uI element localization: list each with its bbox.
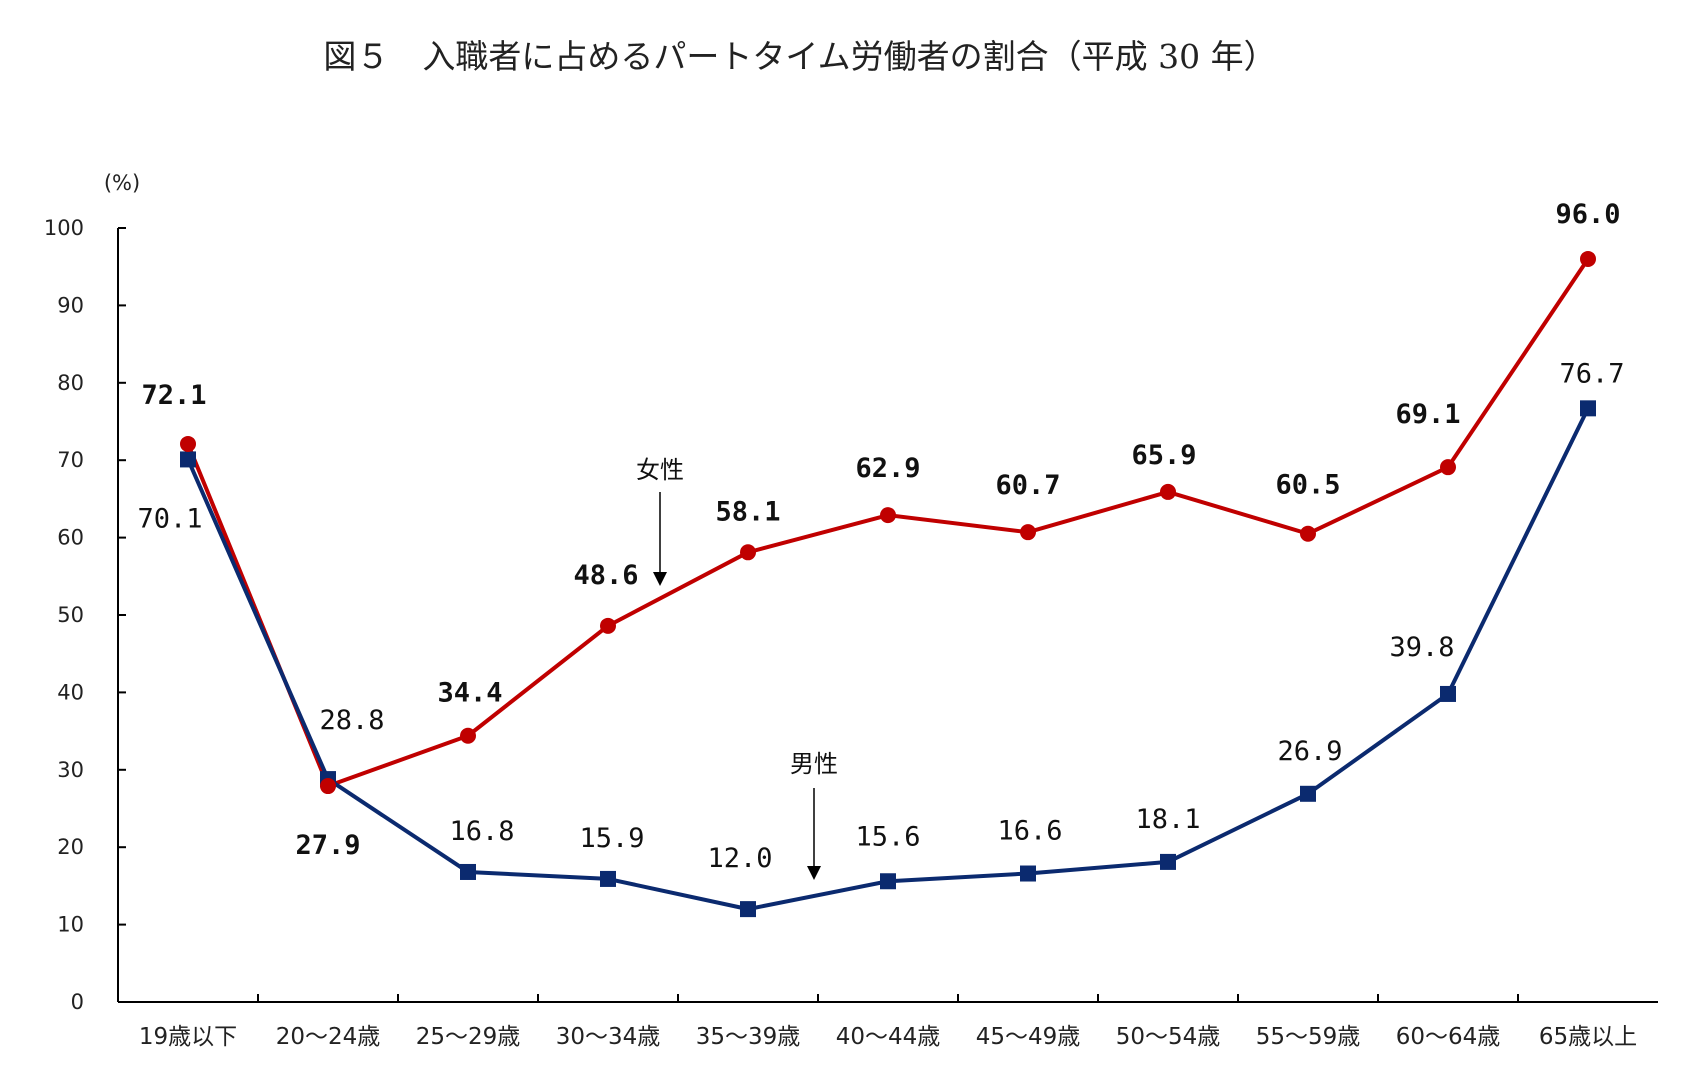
data-point-female <box>1020 524 1036 541</box>
data-label-male: 16.8 <box>449 816 514 847</box>
y-tick-label: 100 <box>44 216 84 240</box>
x-tick-label: 40～44歳 <box>836 1024 941 1050</box>
arrow-down-icon <box>653 572 667 586</box>
data-point-female <box>320 778 336 795</box>
data-point-female <box>880 507 896 524</box>
data-point-female <box>1300 525 1316 542</box>
data-label-female: 48.6 <box>573 560 638 591</box>
data-point-male <box>1160 853 1176 870</box>
data-label-female: 60.7 <box>995 470 1060 501</box>
data-point-female <box>1580 250 1596 267</box>
annotation-female: 女性 <box>636 456 684 484</box>
x-tick-label: 19歳以下 <box>139 1024 237 1050</box>
data-label-male: 12.0 <box>707 843 772 874</box>
data-label-female: 34.4 <box>437 678 502 709</box>
data-point-female <box>460 727 476 744</box>
data-point-female <box>1440 459 1456 476</box>
x-tick-label: 65歳以上 <box>1539 1024 1637 1050</box>
data-label-female: 27.9 <box>295 830 360 861</box>
data-label-female: 72.1 <box>141 380 206 411</box>
arrow-down-icon <box>807 866 821 880</box>
y-tick-label: 10 <box>57 913 84 937</box>
data-label-male: 26.9 <box>1277 736 1342 767</box>
annotation-male: 男性 <box>790 750 838 778</box>
x-tick-label: 35～39歳 <box>696 1024 801 1050</box>
data-point-female <box>180 435 196 452</box>
data-point-male <box>1300 785 1316 802</box>
y-tick-label: 40 <box>57 680 84 704</box>
x-tick-label: 50～54歳 <box>1116 1024 1221 1050</box>
data-point-female <box>1160 483 1176 500</box>
data-point-male <box>460 863 476 880</box>
data-point-male <box>1580 400 1596 417</box>
data-point-male <box>1020 865 1036 882</box>
data-label-male: 18.1 <box>1135 804 1200 835</box>
x-tick-label: 60～64歳 <box>1396 1024 1501 1050</box>
data-label-female: 65.9 <box>1131 440 1196 471</box>
x-tick-label: 30～34歳 <box>556 1024 661 1050</box>
y-tick-label: 0 <box>71 990 84 1014</box>
data-label-male: 39.8 <box>1389 632 1454 663</box>
x-tick-label: 55～59歳 <box>1256 1024 1361 1050</box>
data-label-male: 70.1 <box>137 503 202 534</box>
x-tick-label: 25～29歳 <box>416 1024 521 1050</box>
data-point-female <box>740 544 756 561</box>
chart-title: 図５ 入職者に占めるパートタイム労働者の割合（平成 30 年） <box>323 37 1277 76</box>
data-label-female: 69.1 <box>1395 399 1460 430</box>
y-tick-label: 50 <box>57 603 84 627</box>
y-tick-label: 20 <box>57 835 84 859</box>
data-point-male <box>880 873 896 890</box>
y-tick-label: 60 <box>57 526 84 550</box>
y-tick-label: 30 <box>57 758 84 782</box>
data-label-male: 28.8 <box>319 705 384 736</box>
data-label-female: 62.9 <box>855 453 920 484</box>
data-point-male <box>740 901 756 918</box>
data-point-female <box>600 617 616 634</box>
y-tick-label: 90 <box>57 293 84 317</box>
data-label-male: 76.7 <box>1559 358 1624 389</box>
data-label-female: 58.1 <box>715 496 780 527</box>
y-tick-label: 80 <box>57 371 84 395</box>
x-tick-label: 20～24歳 <box>276 1024 381 1050</box>
data-label-male: 15.9 <box>579 823 644 854</box>
data-point-male <box>1440 685 1456 702</box>
y-axis-unit-label: (%) <box>104 171 140 195</box>
data-label-female: 96.0 <box>1555 199 1620 230</box>
data-label-male: 15.6 <box>855 821 920 852</box>
data-label-female: 60.5 <box>1275 470 1340 501</box>
data-label-male: 16.6 <box>997 816 1062 847</box>
x-tick-label: 45～49歳 <box>976 1024 1081 1050</box>
data-point-male <box>180 451 196 468</box>
y-tick-label: 70 <box>57 448 84 472</box>
data-point-male <box>600 870 616 887</box>
